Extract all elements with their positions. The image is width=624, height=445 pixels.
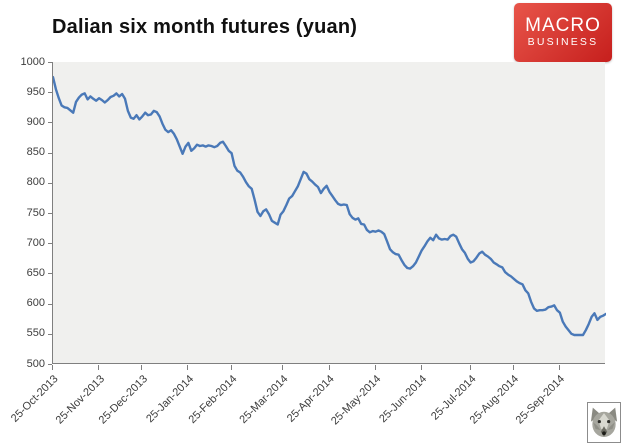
y-axis-tick (48, 364, 52, 365)
y-axis-tick (48, 182, 52, 184)
y-axis-label: 900 (26, 115, 45, 128)
y-axis-tick (48, 62, 52, 63)
y-axis-label: 500 (26, 357, 45, 370)
y-axis-label: 650 (26, 266, 45, 279)
y-axis-label: 800 (26, 176, 45, 189)
x-axis-tick (328, 365, 330, 370)
x-axis-label: 25-Jun-2014 (376, 373, 430, 426)
x-axis-tick (141, 365, 143, 370)
x-axis-tick (230, 365, 232, 370)
x-axis-tick (374, 365, 376, 370)
y-axis-label: 600 (26, 297, 45, 310)
x-axis-tick (512, 365, 514, 370)
logo-text-macro: MACRO (525, 15, 601, 36)
chart-title: Dalian six month futures (yuan) (52, 16, 358, 38)
y-axis-label: 700 (26, 236, 45, 249)
price-line (53, 75, 606, 337)
x-axis-tick (469, 365, 471, 370)
y-axis-label: 950 (26, 85, 45, 98)
y-axis-tick (48, 303, 52, 305)
x-axis-label: 25-Mar-2014 (237, 373, 291, 427)
plot-area (52, 62, 606, 364)
y-axis-label: 1000 (20, 55, 45, 68)
logo-text-business: BUSINESS (527, 36, 599, 48)
x-axis-tick (52, 365, 53, 370)
y-axis-tick (48, 122, 52, 124)
y-axis-label: 850 (26, 146, 45, 159)
wolf-icon (590, 407, 618, 437)
y-axis-tick (48, 243, 52, 245)
wolf-watermark (587, 402, 621, 443)
x-axis-tick (187, 365, 189, 370)
x-axis-tick (98, 365, 100, 370)
y-axis-tick (48, 152, 52, 154)
y-axis-tick (48, 213, 52, 214)
y-axis-tick (48, 333, 52, 335)
x-axis-tick (558, 365, 560, 370)
x-axis-label: 25-Sep-2014 (513, 373, 568, 427)
macrobusiness-logo: MACRO BUSINESS (514, 3, 612, 62)
x-axis-tick (420, 365, 422, 370)
x-axis-tick (282, 365, 284, 370)
y-axis-tick (48, 273, 52, 275)
y-axis-tick (48, 92, 52, 94)
y-axis-label: 750 (26, 206, 45, 219)
y-axis-label: 550 (26, 327, 45, 340)
